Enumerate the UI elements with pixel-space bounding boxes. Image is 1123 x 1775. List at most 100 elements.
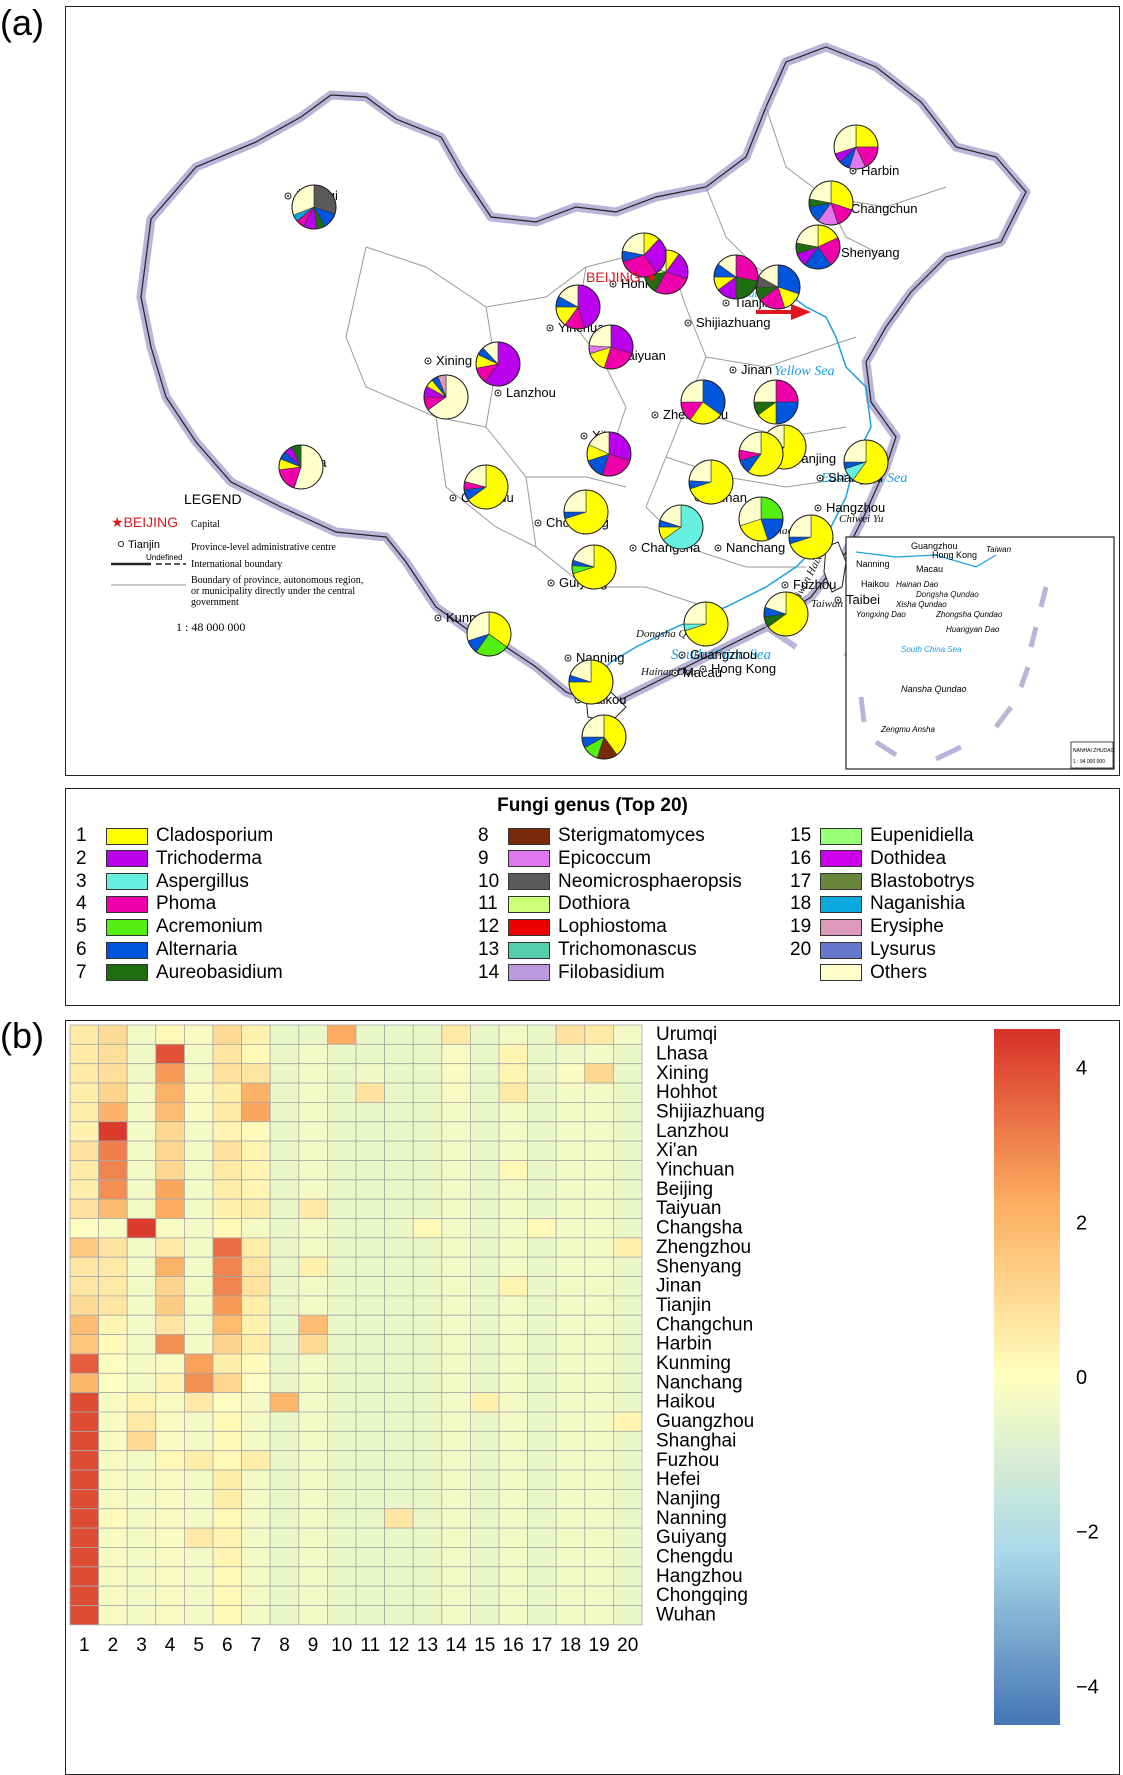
legend-item-aspergillus: 3 Aspergillus	[76, 871, 249, 893]
heatmap-cell	[412, 1411, 443, 1432]
heatmap-cell	[469, 1469, 500, 1490]
heatmap-cell	[469, 1276, 500, 1297]
heatmap-cell	[155, 1430, 185, 1452]
heatmap-cell	[98, 1450, 128, 1471]
heatmap-cell	[298, 1353, 328, 1374]
heatmap-cell	[326, 1314, 357, 1336]
heatmap-cell	[527, 1063, 557, 1084]
heatmap-cell	[155, 1585, 185, 1606]
heatmap-cell	[269, 1102, 300, 1123]
heatmap-cell	[613, 1392, 643, 1413]
column-label: 5	[193, 1635, 204, 1656]
heatmap-cell	[298, 1314, 328, 1336]
heatmap-cell	[441, 1411, 471, 1432]
heatmap-cell	[269, 1430, 300, 1452]
heatmap-cell	[555, 1430, 586, 1452]
column-label: 4	[165, 1635, 176, 1656]
heatmap-cell	[69, 1276, 100, 1297]
heatmap-cell	[441, 1372, 471, 1394]
heatmap-cell	[298, 1392, 328, 1413]
city-label-hong-kong: Hong Kong	[711, 661, 776, 676]
row-label-fuzhou: Fuzhou	[656, 1450, 719, 1471]
heatmap-cell	[527, 1430, 557, 1452]
heatmap-cell	[355, 1256, 386, 1277]
heatmap-cell	[126, 1566, 157, 1587]
legend-item-naganishia: 18 Naganishia	[790, 893, 965, 915]
heatmap-cell	[441, 1430, 471, 1452]
heatmap-cell	[69, 1063, 100, 1084]
heatmap-cell	[126, 1256, 157, 1277]
heatmap-cell	[212, 1160, 243, 1181]
heatmap-cell	[98, 1140, 128, 1161]
legend-item-trichomonascus: 13 Trichomonascus	[478, 939, 697, 961]
heatmap-cell	[326, 1121, 357, 1142]
heatmap-cell	[241, 1179, 271, 1200]
legend-item-number: 20	[790, 939, 812, 960]
heatmap-cell	[326, 1256, 357, 1277]
legend-item-epicoccum: 9 Epicoccum	[478, 848, 651, 870]
heatmap-cell	[384, 1411, 414, 1432]
heatmap-cell	[613, 1334, 643, 1355]
heatmap-cell	[212, 1450, 243, 1471]
city-marker-xining: Xining	[424, 353, 472, 368]
heatmap-cell	[126, 1295, 157, 1316]
legend-item-label: Lysurus	[870, 939, 936, 960]
heatmap-cell	[269, 1160, 300, 1181]
legend-item-number: 1	[76, 825, 87, 846]
heatmap-cell	[298, 1218, 328, 1239]
taiwan-island	[823, 541, 847, 593]
heatmap-cell	[384, 1082, 414, 1103]
heatmap-cell	[584, 1547, 614, 1568]
heatmap-cell	[527, 1488, 557, 1510]
heatmap-cell	[584, 1102, 614, 1123]
pie-xining	[423, 374, 469, 420]
china-border	[140, 46, 1027, 708]
heatmap-cell	[555, 1276, 586, 1297]
heatmap-cell	[384, 1469, 414, 1490]
heatmap-cell	[613, 1043, 643, 1065]
heatmap-cell	[269, 1121, 300, 1142]
heatmap-cell	[126, 1160, 157, 1181]
heatmap-cell	[527, 1585, 557, 1606]
city-marker-hong-kong: Hong Kong	[699, 661, 776, 676]
red-arrow	[756, 304, 811, 320]
heatmap-cell	[469, 1527, 500, 1548]
heatmap-cell	[469, 1179, 500, 1200]
heatmap-cell	[184, 1392, 214, 1413]
panel-a-label: (a)	[0, 2, 44, 43]
heatmap-cell	[212, 1256, 243, 1277]
svg-text:Hong Kong: Hong Kong	[932, 550, 977, 560]
heatmap-cell	[212, 1469, 243, 1490]
heatmap-cell	[527, 1450, 557, 1471]
heatmap-cell	[298, 1237, 328, 1258]
heatmap-cell	[469, 1082, 500, 1103]
heatmap-cell	[155, 1276, 185, 1297]
heatmap-cell	[441, 1585, 471, 1606]
heatmap-cell	[384, 1063, 414, 1084]
heatmap-cell	[212, 1102, 243, 1123]
heatmap-cell	[555, 1082, 586, 1103]
legend-item-neomicrosphaeropsis: 10 Neomicrosphaeropsis	[478, 871, 742, 893]
heatmap-cell	[498, 1043, 529, 1065]
city-label-fuzhou: Fuzhou	[793, 577, 836, 592]
pie-hangzhou	[788, 514, 834, 560]
heatmap-cell	[441, 1605, 471, 1626]
row-label-shijiazhuang: Shijiazhuang	[656, 1101, 765, 1122]
heatmap-cell	[269, 1295, 300, 1316]
heatmap-cell	[326, 1372, 357, 1394]
heatmap-cell	[498, 1585, 529, 1606]
heatmap-cell	[384, 1334, 414, 1355]
heatmap-cell	[69, 1469, 100, 1490]
heatmap-cell	[584, 1488, 614, 1510]
heatmap-cell	[298, 1605, 328, 1626]
pie-changchun	[808, 180, 854, 226]
heatmap-cell	[412, 1566, 443, 1587]
heatmap-cell	[613, 1353, 643, 1374]
legend-item-number: 8	[478, 825, 489, 846]
legend-item-label: Phoma	[156, 893, 217, 915]
heatmap-cell	[555, 1140, 586, 1161]
heatmap-cell	[613, 1160, 643, 1181]
city-marker-hangzhou: Hangzhou	[814, 500, 885, 515]
map-legend-title: LEGEND	[184, 491, 242, 507]
heatmap-cell	[355, 1392, 386, 1413]
